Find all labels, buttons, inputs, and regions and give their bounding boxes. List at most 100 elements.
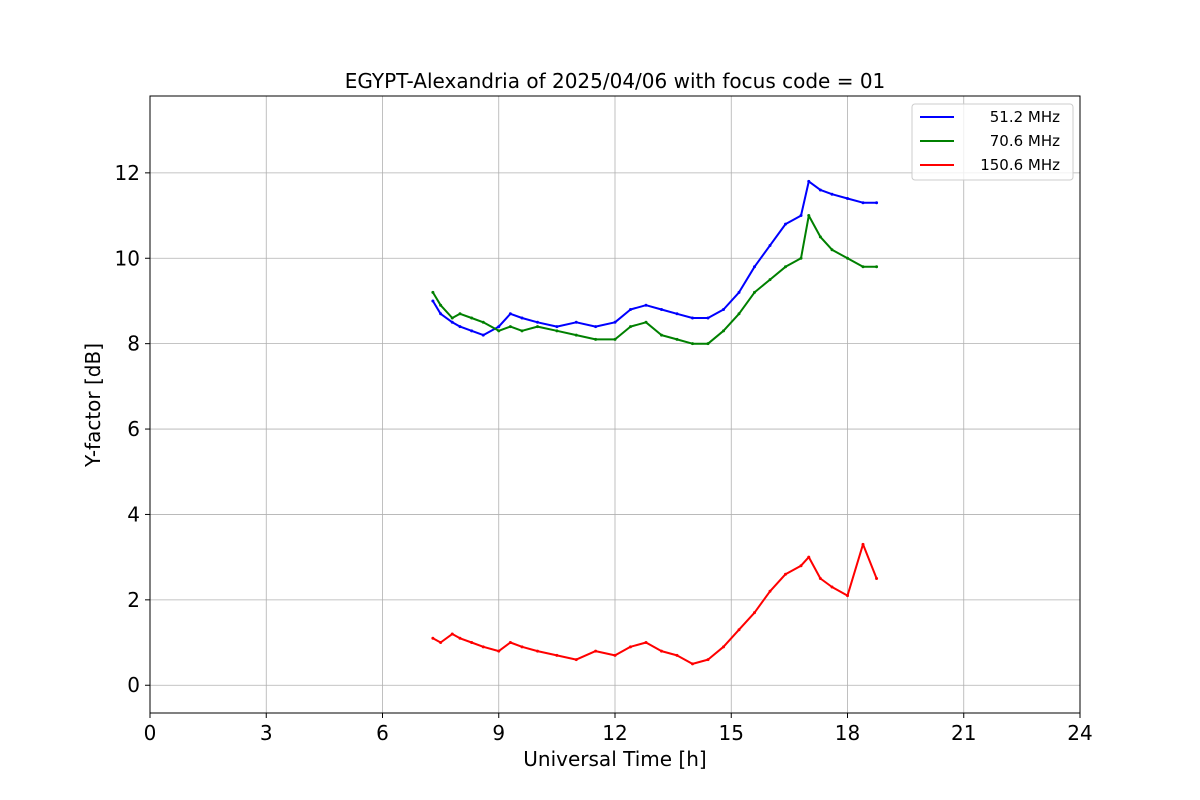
data-point [629, 645, 632, 649]
data-point [861, 542, 865, 546]
data-point [799, 564, 803, 568]
data-point [675, 653, 679, 657]
data-point [497, 649, 501, 653]
data-point [784, 222, 787, 226]
data-point [818, 576, 822, 580]
data-point [807, 555, 811, 559]
data-point [818, 188, 822, 192]
data-point [722, 307, 725, 311]
x-axis-label: Universal Time [h] [523, 747, 706, 771]
legend-box [911, 103, 1074, 181]
y-tick-label: 6 [127, 417, 140, 441]
data-point [753, 290, 756, 294]
data-point [644, 320, 648, 324]
data-point [706, 316, 710, 320]
data-point [536, 320, 539, 324]
data-point [675, 337, 679, 341]
y-tick-label: 10 [115, 246, 140, 270]
data-point [481, 320, 485, 324]
data-point [458, 325, 462, 329]
series-1 [431, 214, 879, 346]
x-tick-label: 12 [602, 721, 627, 745]
x-tick-label: 18 [835, 721, 860, 745]
data-point [737, 290, 741, 294]
data-point [807, 214, 811, 218]
data-point [439, 641, 443, 645]
data-point [470, 641, 474, 645]
data-point [439, 312, 443, 316]
data-point [508, 312, 512, 316]
data-point [875, 201, 879, 205]
series-layer [431, 179, 879, 666]
data-point [613, 653, 617, 657]
data-point [458, 312, 462, 316]
data-point [481, 333, 485, 337]
data-point [846, 256, 849, 260]
data-point [470, 329, 474, 333]
data-point [691, 342, 694, 346]
y-axis-label: Y-factor [dB] [81, 343, 105, 468]
chart-title: EGYPT-Alexandria of 2025/04/06 with focu… [345, 69, 886, 93]
x-tick-label: 9 [492, 721, 505, 745]
data-point [722, 645, 725, 649]
data-point [861, 201, 865, 205]
data-point [508, 641, 512, 645]
data-point [799, 256, 803, 260]
x-tick-label: 0 [144, 721, 157, 745]
data-point [470, 316, 474, 320]
series-line-0 [432, 180, 877, 337]
data-point [691, 316, 694, 320]
data-point [594, 649, 598, 653]
data-point [520, 329, 524, 333]
data-point [875, 265, 879, 269]
data-point [830, 248, 834, 252]
data-point [768, 278, 772, 282]
data-point [594, 325, 598, 329]
data-point [784, 572, 787, 576]
data-point [644, 641, 648, 645]
data-point [481, 645, 485, 649]
y-tick-label: 2 [127, 588, 140, 612]
x-tick-label: 24 [1067, 721, 1092, 745]
data-point [706, 342, 710, 346]
data-point [574, 658, 578, 662]
data-point [768, 589, 772, 593]
data-point [799, 214, 803, 218]
data-point [555, 325, 559, 329]
data-point [431, 636, 435, 640]
y-tick-label: 8 [127, 332, 140, 356]
data-point [431, 290, 435, 294]
series-0 [431, 179, 879, 337]
data-point [675, 312, 679, 316]
data-point [536, 649, 539, 653]
data-point [574, 333, 578, 337]
data-point [660, 333, 663, 337]
data-point [450, 316, 454, 320]
data-point [431, 299, 435, 303]
x-tick-label: 6 [376, 721, 389, 745]
data-point [846, 594, 849, 598]
data-point [629, 307, 632, 311]
x-tick-label: 15 [719, 721, 744, 745]
data-point [458, 636, 462, 640]
series-line-1 [432, 214, 877, 345]
data-point [450, 320, 454, 324]
data-point [807, 179, 811, 183]
data-point [536, 325, 539, 329]
legend-label: 70.6 MHz [990, 132, 1060, 150]
data-point [613, 337, 617, 341]
data-point [830, 585, 834, 589]
data-point [574, 320, 578, 324]
data-point [753, 265, 756, 269]
data-point [497, 329, 501, 333]
series-2 [431, 542, 879, 666]
data-point [520, 316, 524, 320]
x-tick-label: 3 [260, 721, 273, 745]
data-point [439, 303, 443, 307]
legend-label: 150.6 MHz [980, 156, 1060, 174]
legend: 51.2 MHz 70.6 MHz 150.6 MHz [911, 103, 1074, 181]
y-tick-label: 12 [115, 161, 140, 185]
data-point [660, 649, 663, 653]
data-point [737, 628, 741, 632]
